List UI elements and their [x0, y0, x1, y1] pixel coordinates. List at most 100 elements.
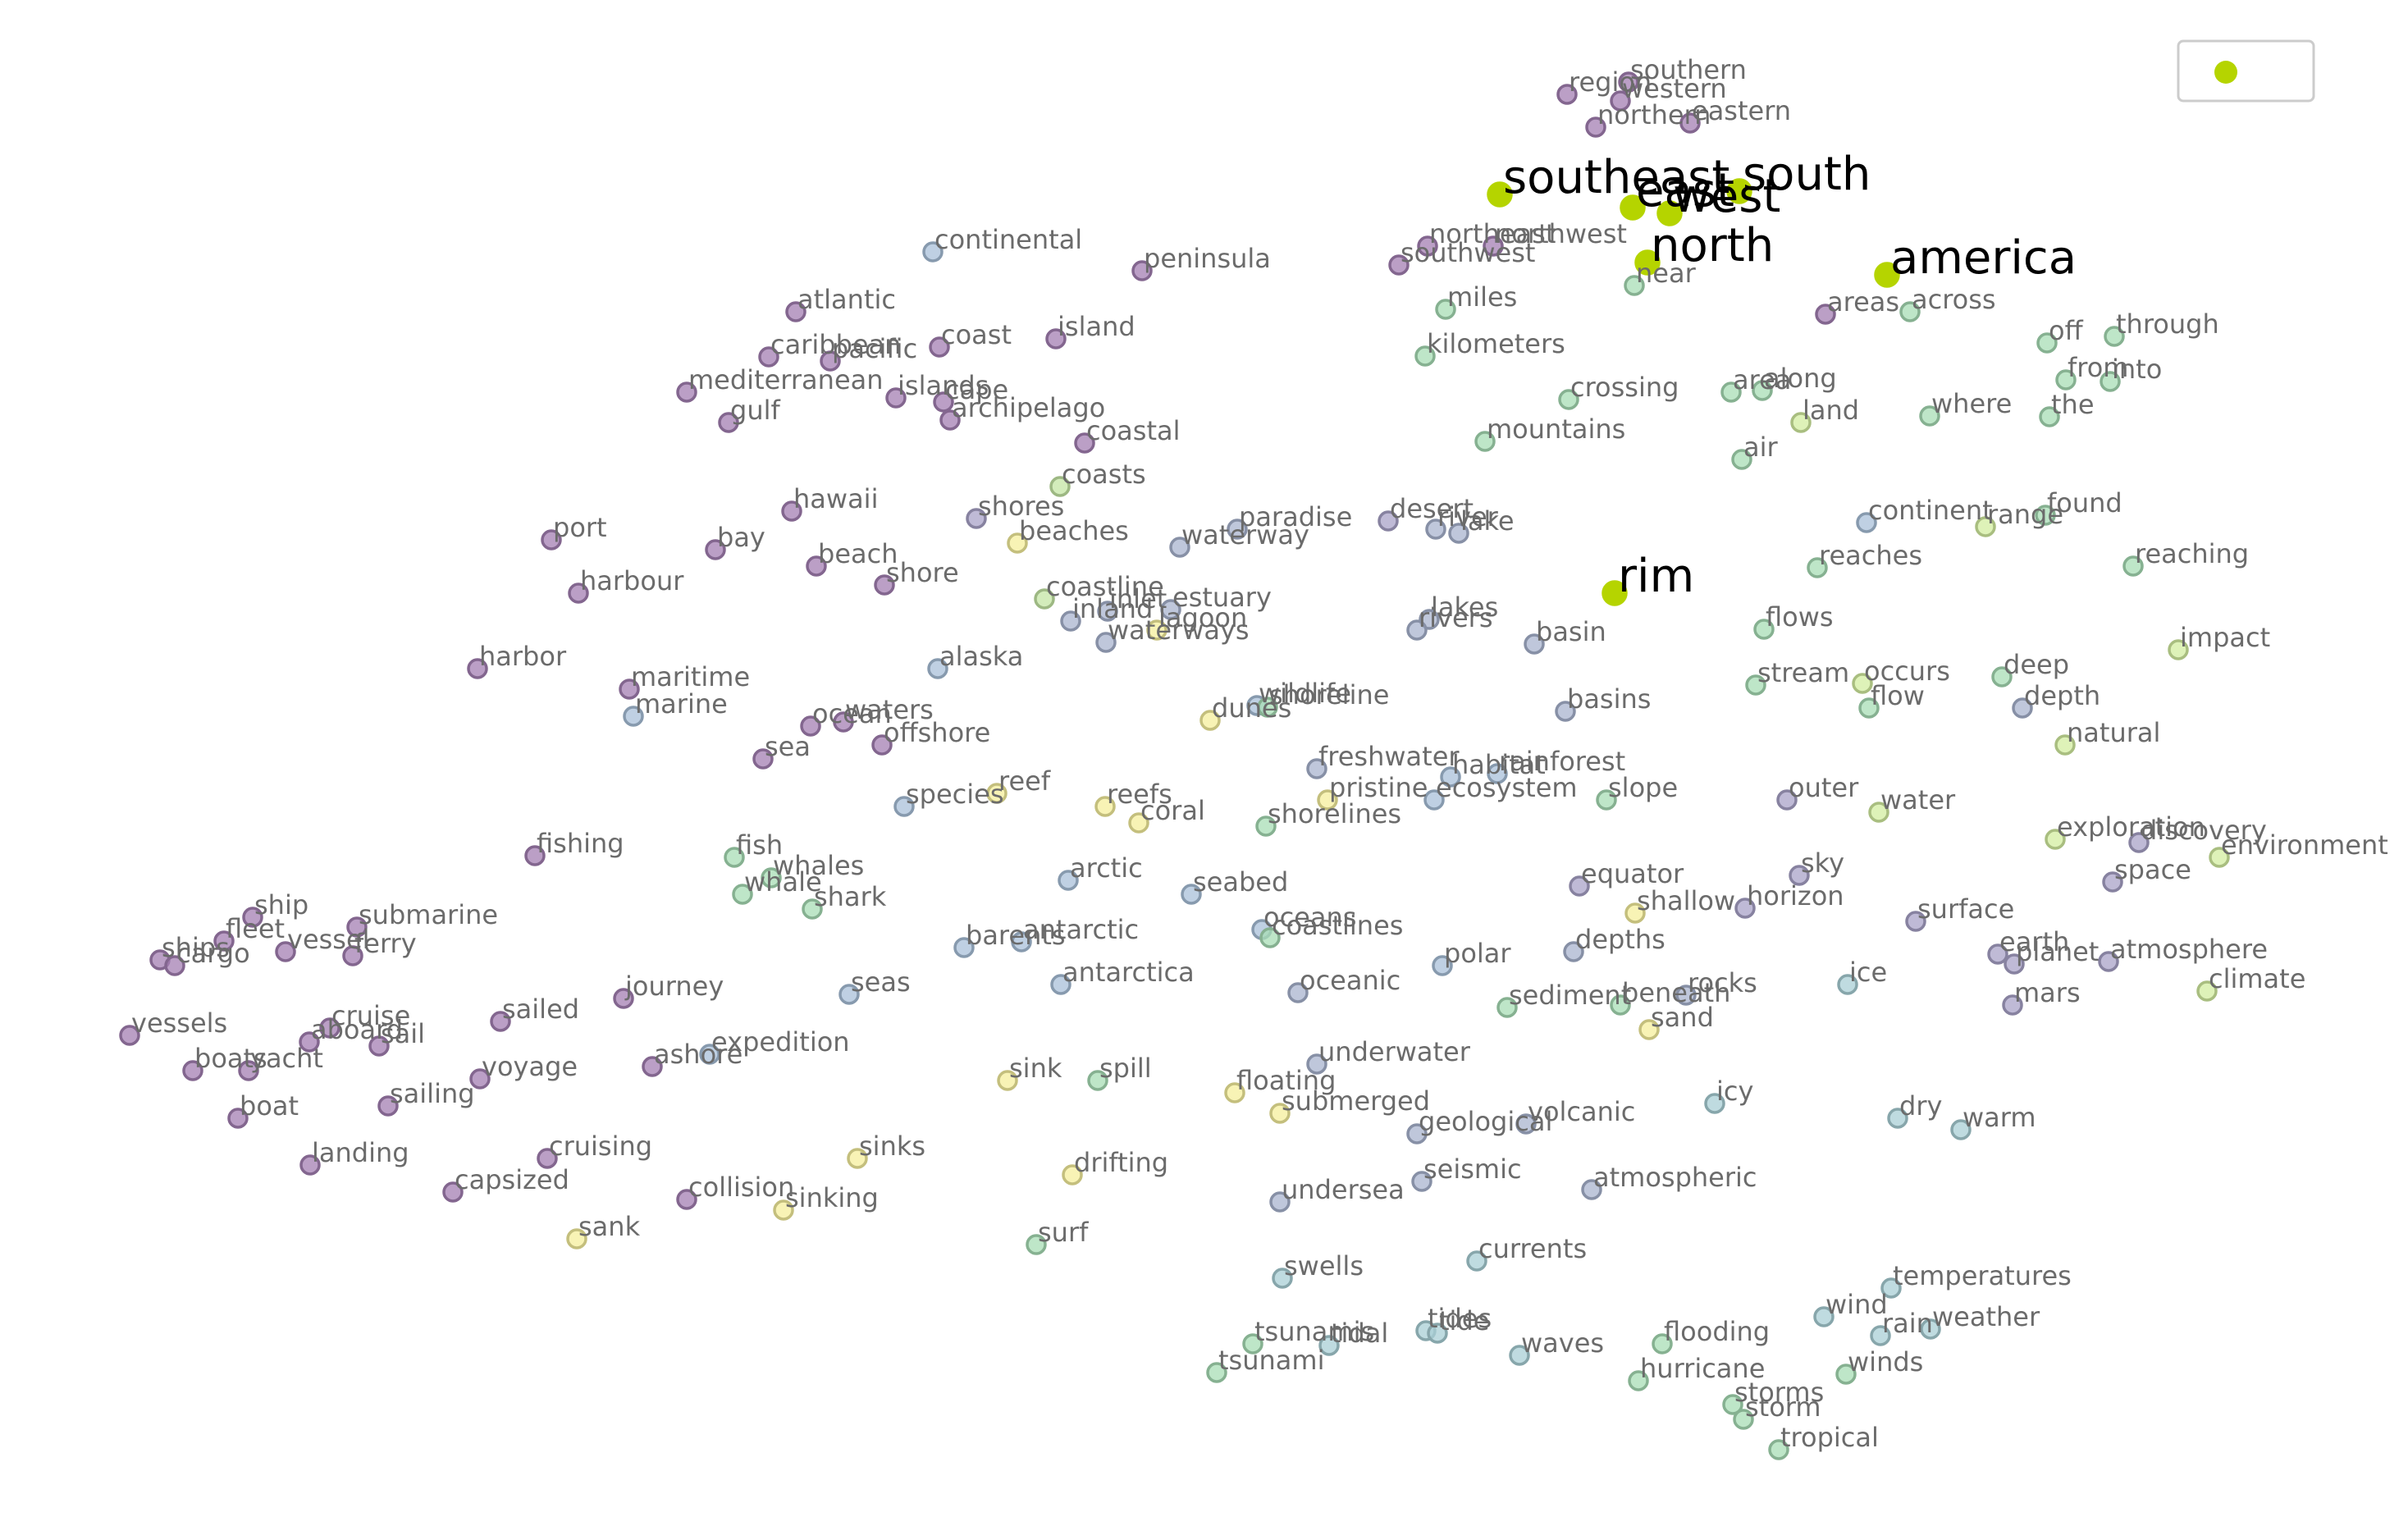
point-coastal — [1074, 432, 1095, 454]
label-kilometers: kilometers — [1427, 328, 1565, 359]
point-ice — [1837, 974, 1858, 995]
point-freshwater — [1306, 758, 1327, 779]
point-cruising — [537, 1148, 558, 1169]
point-icy — [1704, 1093, 1725, 1114]
point-outer — [1776, 789, 1798, 811]
label-swells: swells — [1284, 1250, 1364, 1281]
point-underwater — [1306, 1053, 1327, 1075]
point-yacht — [238, 1060, 259, 1081]
point-stream — [1745, 674, 1766, 696]
label-paradise: paradise — [1239, 501, 1352, 532]
point-america — [1874, 262, 1900, 288]
point-northwest — [1483, 235, 1504, 257]
label-reaching: reaching — [2135, 538, 2249, 569]
point-crossing — [1558, 389, 1579, 410]
point-beaches — [1007, 532, 1028, 554]
point-aboard — [299, 1031, 320, 1053]
point-coastlines — [1259, 927, 1281, 948]
label-tropical: tropical — [1780, 1422, 1879, 1453]
point-antarctic — [1011, 931, 1032, 953]
label-seas: seas — [851, 966, 911, 998]
label-across: across — [1912, 284, 1996, 315]
point-natural — [2054, 734, 2076, 756]
point-ship — [242, 907, 263, 928]
point-the — [2039, 406, 2060, 427]
label-lake: lake — [1460, 505, 1515, 537]
label-ashore: ashore — [654, 1039, 743, 1070]
label-space: space — [2114, 854, 2191, 885]
label-sink: sink — [1009, 1053, 1062, 1084]
label-from: from — [2068, 352, 2128, 383]
point-rim — [1602, 580, 1628, 606]
point-shoreline — [1257, 697, 1278, 718]
label-ships: ships — [162, 932, 230, 963]
label-region: region — [1569, 66, 1652, 98]
label-sinking: sinking — [785, 1182, 879, 1213]
label-islands: islands — [898, 370, 989, 401]
label-south: south — [1743, 148, 1871, 201]
point-ocean — [800, 715, 821, 737]
label-waterway: waterway — [1181, 519, 1309, 550]
label-fish: fish — [736, 829, 783, 861]
point-rain — [1870, 1325, 1891, 1346]
point-sink — [997, 1070, 1018, 1091]
point-storm — [1733, 1409, 1754, 1430]
label-temperatures: temperatures — [1893, 1260, 2072, 1291]
point-polar — [1432, 955, 1453, 976]
point-tide — [1427, 1323, 1448, 1344]
label-hawaii: hawaii — [793, 483, 878, 514]
point-dry — [1887, 1108, 1908, 1129]
label-winds: winds — [1848, 1346, 1923, 1377]
label-basins: basins — [1567, 683, 1651, 715]
point-west — [1656, 200, 1683, 226]
label-through: through — [2116, 308, 2219, 340]
point-estuary — [1160, 599, 1181, 620]
legend — [2177, 39, 2315, 103]
point-rivers — [1406, 619, 1428, 641]
label-archipelago: archipelago — [952, 392, 1105, 423]
point-shores — [966, 508, 987, 529]
label-icy: icy — [1716, 1076, 1753, 1107]
point-vessel — [275, 941, 296, 962]
label-northwest: northwest — [1495, 218, 1627, 249]
point-weather — [1920, 1318, 1941, 1340]
label-cape: cape — [945, 374, 1008, 405]
label-geological: geological — [1419, 1106, 1552, 1137]
point-waterways — [1095, 632, 1117, 653]
label-desert: desert — [1390, 493, 1474, 524]
point-southern — [1618, 71, 1639, 93]
point-desert — [1378, 510, 1399, 532]
point-areas — [1815, 304, 1836, 325]
point-horizon — [1734, 898, 1756, 919]
label-whales: whales — [773, 850, 864, 881]
label-surface: surface — [1917, 893, 2014, 925]
label-bay: bay — [717, 522, 765, 553]
point-inlet — [1097, 601, 1118, 622]
label-seismic: seismic — [1423, 1154, 1522, 1185]
label-port: port — [553, 512, 607, 543]
point-beach — [806, 555, 827, 577]
label-coastline: coastline — [1046, 571, 1164, 602]
label-aboard: aboard — [311, 1014, 403, 1045]
label-flooding: flooding — [1664, 1316, 1770, 1347]
point-slope — [1596, 789, 1617, 811]
point-sailing — [377, 1095, 399, 1117]
label-tide: tide — [1439, 1305, 1489, 1336]
label-rocks: rocks — [1688, 967, 1757, 998]
label-caribbean: caribbean — [770, 329, 901, 360]
point-depth — [2012, 697, 2033, 719]
point-exploration — [2045, 829, 2066, 850]
label-drifting: drifting — [1074, 1147, 1168, 1178]
label-vessels: vessels — [131, 1007, 227, 1039]
point-pacific — [820, 350, 841, 372]
label-boat: boat — [240, 1090, 299, 1122]
label-antarctica: antarctica — [1062, 957, 1195, 988]
point-near — [1624, 275, 1645, 296]
label-freshwater: freshwater — [1318, 741, 1460, 772]
point-boats — [182, 1060, 203, 1081]
point-port — [541, 529, 562, 550]
point-miles — [1435, 299, 1456, 320]
label-southern: southern — [1630, 54, 1747, 85]
point-waters — [833, 711, 854, 733]
label-dunes: dunes — [1212, 692, 1291, 724]
